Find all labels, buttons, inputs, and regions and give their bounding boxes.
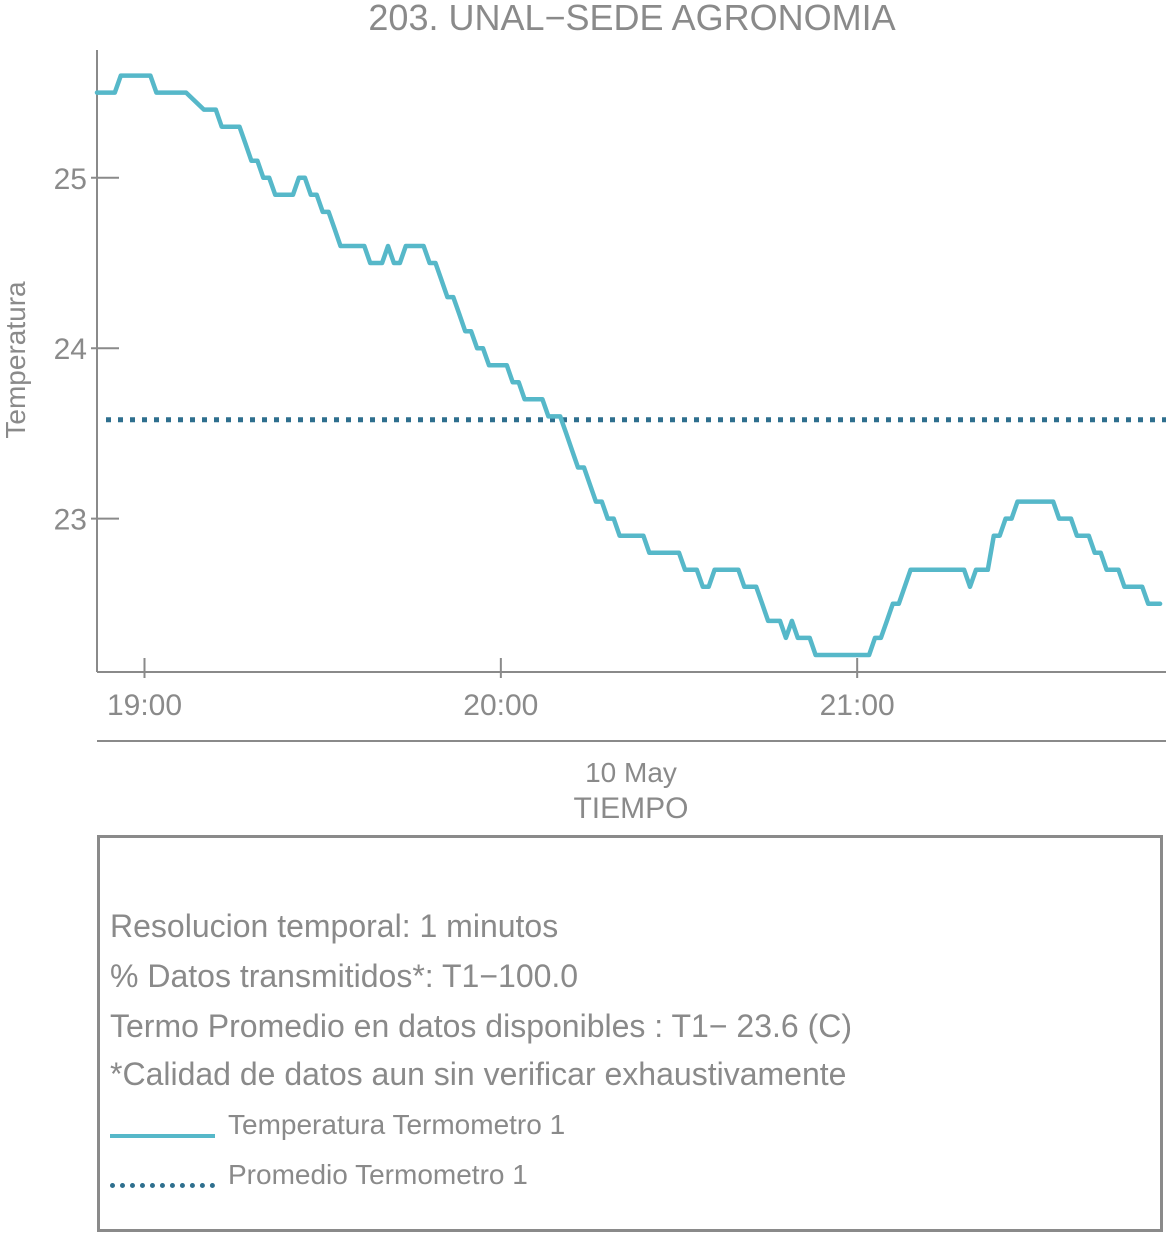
y-axis-label: Temperatura	[0, 281, 31, 439]
series-layer	[94, 73, 1166, 658]
y-ticks: 23 24 25	[54, 163, 119, 537]
x-axis-label: TIEMPO	[573, 792, 688, 825]
y-tick-label: 23	[54, 504, 87, 537]
quality-note: *Calidad de datos aun sin verificar exha…	[110, 1056, 847, 1092]
legend-label-average: Promedio Termometro 1	[228, 1159, 528, 1190]
x-tick-label: 19:00	[107, 689, 182, 722]
resolution-note: Resolucion temporal: 1 minutos	[110, 908, 559, 944]
legend-swatch-average	[110, 1183, 215, 1188]
info-box: Resolucion temporal: 1 minutos % Datos t…	[97, 835, 1163, 1232]
legend-swatch-temperature	[110, 1134, 215, 1138]
x-tick-label: 21:00	[820, 689, 895, 722]
y-tick-label: 25	[54, 163, 87, 196]
transmitted-note: % Datos transmitidos*: T1−100.0	[110, 958, 579, 994]
temperature-chart: 203. UNAL−SEDE AGRONOMIA Temperatura 232…	[0, 0, 1166, 825]
y-tick-label: 24	[54, 333, 87, 366]
legend-label-temperature: Temperatura Termometro 1	[228, 1109, 566, 1140]
temperature-series-line	[94, 73, 1163, 658]
x-ticks: 19:00 20:00 21:00	[107, 658, 895, 722]
axes	[96, 50, 1166, 673]
date-label: 10 May	[585, 757, 677, 788]
chart-title: 203. UNAL−SEDE AGRONOMIA	[368, 0, 895, 38]
x-tick-label: 20:00	[463, 689, 538, 722]
average-note: Termo Promedio en datos disponibles : T1…	[110, 1008, 853, 1044]
